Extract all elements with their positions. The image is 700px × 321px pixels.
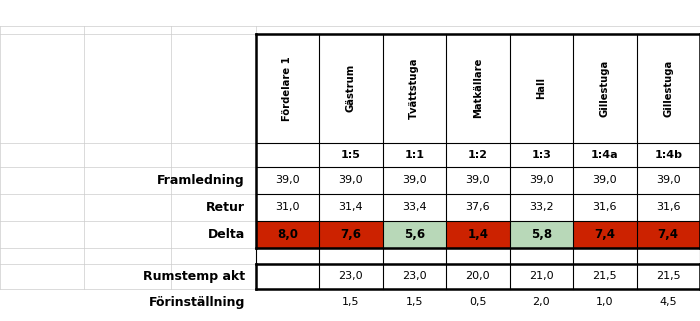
Text: 39,0: 39,0: [529, 175, 554, 185]
Text: 1:2: 1:2: [468, 150, 488, 160]
Bar: [636, 221, 700, 248]
Text: Gillestuga: Gillestuga: [600, 60, 610, 117]
Text: 31,4: 31,4: [338, 202, 363, 212]
Bar: [510, 167, 573, 194]
Text: 33,4: 33,4: [402, 202, 426, 212]
Text: 1:1: 1:1: [405, 150, 424, 160]
Bar: [319, 143, 382, 167]
Text: Rumstemp akt: Rumstemp akt: [143, 270, 245, 283]
Text: 23,0: 23,0: [402, 271, 426, 282]
Text: 7,6: 7,6: [340, 228, 361, 241]
Bar: [319, 221, 382, 248]
Bar: [636, 264, 700, 289]
Text: 4,5: 4,5: [659, 297, 677, 307]
Bar: [382, 221, 446, 248]
Text: 33,2: 33,2: [529, 202, 554, 212]
Text: 31,6: 31,6: [656, 202, 680, 212]
Bar: [256, 34, 319, 143]
Text: 1,5: 1,5: [405, 297, 423, 307]
Text: 39,0: 39,0: [338, 175, 363, 185]
Text: 21,5: 21,5: [592, 271, 617, 282]
Text: 20,0: 20,0: [466, 271, 490, 282]
Bar: [636, 143, 700, 167]
Text: 7,4: 7,4: [594, 228, 615, 241]
Bar: [510, 221, 573, 248]
Text: 5,6: 5,6: [404, 228, 425, 241]
Text: 21,0: 21,0: [529, 271, 554, 282]
Text: Förinställning: Förinställning: [148, 296, 245, 308]
Bar: [573, 167, 636, 194]
Text: 1,4: 1,4: [468, 228, 489, 241]
Text: 39,0: 39,0: [402, 175, 426, 185]
Bar: [382, 264, 446, 289]
Text: 39,0: 39,0: [466, 175, 490, 185]
Bar: [446, 194, 510, 221]
Text: Retur: Retur: [206, 201, 245, 214]
Bar: [319, 167, 382, 194]
Text: 1:4a: 1:4a: [591, 150, 619, 160]
Bar: [256, 143, 319, 167]
Text: 1:3: 1:3: [531, 150, 551, 160]
Text: Matkällare: Matkällare: [473, 58, 483, 118]
Text: 37,6: 37,6: [466, 202, 490, 212]
Bar: [319, 34, 382, 143]
Bar: [573, 34, 636, 143]
Bar: [446, 221, 510, 248]
Text: 7,4: 7,4: [658, 228, 679, 241]
Text: Delta: Delta: [208, 228, 245, 241]
Bar: [510, 194, 573, 221]
Text: Fördelare 1: Fördelare 1: [282, 56, 293, 121]
Text: 1:5: 1:5: [341, 150, 360, 160]
Bar: [382, 143, 446, 167]
Bar: [256, 264, 319, 289]
Bar: [382, 167, 446, 194]
Bar: [382, 34, 446, 143]
Text: Hall: Hall: [536, 77, 546, 99]
Bar: [446, 34, 510, 143]
Text: 0,5: 0,5: [469, 297, 486, 307]
Text: 2,0: 2,0: [533, 297, 550, 307]
Bar: [510, 34, 573, 143]
Bar: [256, 167, 319, 194]
Bar: [636, 194, 700, 221]
Text: Framledning: Framledning: [158, 174, 245, 187]
Bar: [573, 264, 636, 289]
Text: 1:4b: 1:4b: [654, 150, 682, 160]
Text: 1,5: 1,5: [342, 297, 360, 307]
Text: Gästrum: Gästrum: [346, 64, 356, 112]
Bar: [256, 221, 319, 248]
Text: Tvättstuga: Tvättstuga: [410, 57, 419, 119]
Bar: [446, 264, 510, 289]
Text: 21,5: 21,5: [656, 271, 680, 282]
Text: Gillestuga: Gillestuga: [664, 60, 673, 117]
Bar: [510, 143, 573, 167]
Bar: [319, 194, 382, 221]
Text: 31,6: 31,6: [592, 202, 617, 212]
Bar: [256, 194, 319, 221]
Bar: [319, 264, 382, 289]
Text: 39,0: 39,0: [656, 175, 680, 185]
Bar: [636, 34, 700, 143]
Text: 23,0: 23,0: [338, 271, 363, 282]
Bar: [382, 194, 446, 221]
Bar: [446, 167, 510, 194]
Bar: [510, 264, 573, 289]
Text: 5,8: 5,8: [531, 228, 552, 241]
Bar: [446, 143, 510, 167]
Bar: [573, 143, 636, 167]
Text: 39,0: 39,0: [275, 175, 300, 185]
Bar: [636, 167, 700, 194]
Bar: [573, 194, 636, 221]
Bar: [573, 221, 636, 248]
Text: 8,0: 8,0: [276, 228, 298, 241]
Text: 39,0: 39,0: [592, 175, 617, 185]
Text: 1,0: 1,0: [596, 297, 613, 307]
Text: 31,0: 31,0: [275, 202, 300, 212]
